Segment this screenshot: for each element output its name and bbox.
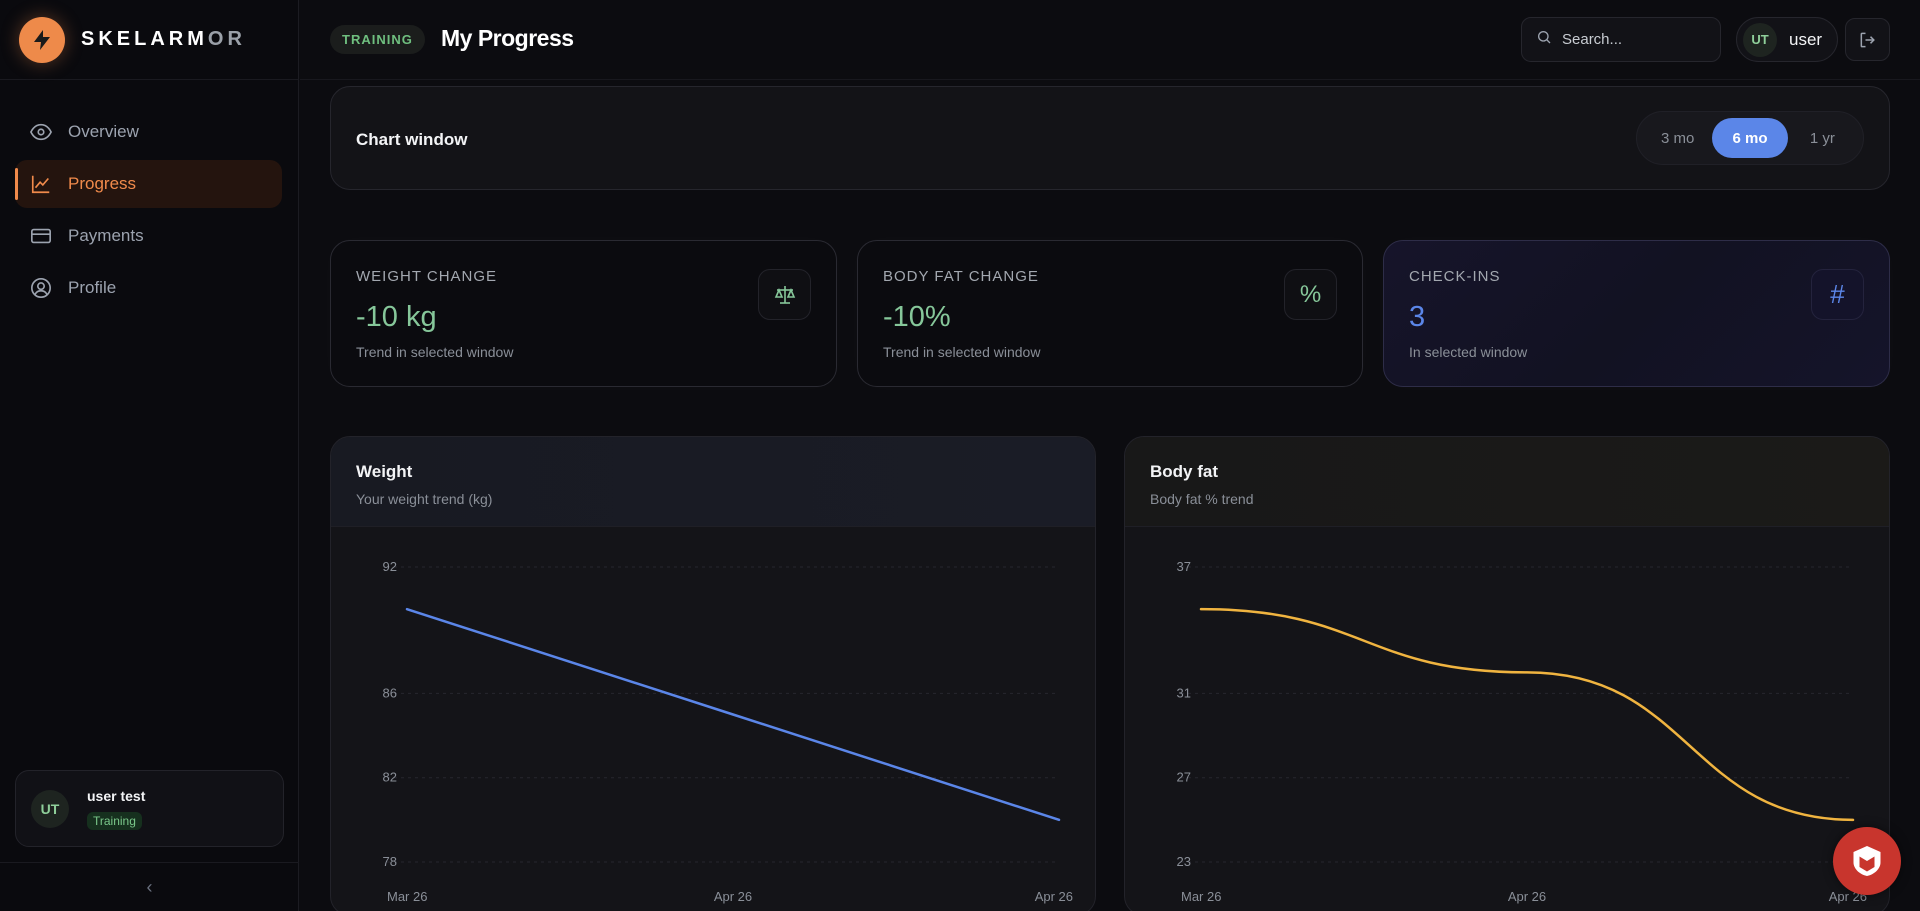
logout-button[interactable] <box>1845 18 1890 61</box>
x-tick-label: Mar 26 <box>387 889 427 904</box>
status-badge: TRAINING <box>330 25 425 54</box>
y-tick-label: 27 <box>1177 770 1191 785</box>
brand-name: SKELARMOR <box>81 28 246 50</box>
search-box[interactable] <box>1521 17 1721 62</box>
sidebar-item-label: Overview <box>68 122 139 141</box>
chart-subtitle: Your weight trend (kg) <box>356 491 493 507</box>
stat-label: BODY FAT CHANGE <box>883 268 1039 285</box>
chevron-left-icon: ‹ <box>146 876 153 897</box>
x-tick-label: Mar 26 <box>1181 889 1221 904</box>
search-icon <box>1536 29 1552 50</box>
collapse-sidebar-button[interactable]: ‹ <box>0 862 299 911</box>
sidebar-item-label: Profile <box>68 278 117 297</box>
search-input[interactable] <box>1562 31 1702 48</box>
user-menu[interactable]: UT user <box>1736 17 1838 62</box>
y-tick-label: 82 <box>383 770 397 785</box>
y-tick-label: 86 <box>383 685 397 700</box>
sidebar-item-progress[interactable]: Progress <box>15 160 282 208</box>
page-title: My Progress <box>441 25 574 51</box>
range-6mo-button[interactable]: 6 mo <box>1712 118 1788 158</box>
sidebar-item-profile[interactable]: Profile <box>15 264 282 312</box>
body-fat-change-card: BODY FAT CHANGE -10% Trend in selected w… <box>857 240 1363 387</box>
user-circle-icon <box>30 277 52 299</box>
stat-caption: Trend in selected window <box>356 344 514 360</box>
trend-chart-icon <box>30 173 52 195</box>
hash-icon: # <box>1811 269 1864 320</box>
stat-caption: In selected window <box>1409 344 1528 360</box>
credit-card-icon <box>30 225 52 247</box>
x-tick-label: Apr 26 <box>1035 889 1073 904</box>
chart-title: Body fat <box>1150 462 1218 481</box>
stat-label: CHECK-INS <box>1409 268 1501 285</box>
sidebar: SKELARMOR Overview Progress Payments Pro… <box>0 0 299 911</box>
body-fat-chart-card: Body fat Body fat % trend 37 31 27 23 Mar 26… <box>1124 436 1890 911</box>
check-ins-card: CHECK-INS 3 In selected window # <box>1383 240 1890 387</box>
eye-icon <box>30 121 52 143</box>
stat-value: 3 <box>1409 301 1426 333</box>
stat-value: -10% <box>883 301 951 333</box>
chart-subtitle: Body fat % trend <box>1150 491 1254 507</box>
sidebar-nav: Overview Progress Payments Profile <box>0 80 298 312</box>
percent-icon: % <box>1284 269 1337 320</box>
mcafee-shield-icon[interactable] <box>1833 827 1901 895</box>
chart-window-card: Chart window 3 mo 6 mo 1 yr <box>330 86 1890 190</box>
avatar: UT <box>1743 22 1777 57</box>
y-tick-label: 37 <box>1177 559 1191 574</box>
chart-window-toggle: 3 mo 6 mo 1 yr <box>1636 111 1864 165</box>
y-tick-label: 92 <box>383 559 397 574</box>
x-tick-label: Apr 26 <box>1508 889 1546 904</box>
stat-label: WEIGHT CHANGE <box>356 268 498 285</box>
y-tick-label: 23 <box>1177 854 1191 869</box>
weight-chart: 92 86 82 78 Mar 26 Apr 26 Apr 26 <box>383 559 1073 904</box>
series-line <box>1199 607 1855 822</box>
bolt-icon[interactable] <box>19 16 65 63</box>
weight-chart-card: Weight Your weight trend (kg) 92 86 82 78 Ma… <box>330 436 1096 911</box>
y-tick-label: 78 <box>383 854 397 869</box>
range-3mo-button[interactable]: 3 mo <box>1661 129 1695 147</box>
sidebar-item-payments[interactable]: Payments <box>15 212 282 260</box>
sidebar-user-card[interactable]: UT user test Training <box>15 770 284 847</box>
stat-value: -10 kg <box>356 301 437 333</box>
user-name: user <box>1789 29 1823 49</box>
range-1yr-button[interactable]: 1 yr <box>1809 129 1835 147</box>
logout-icon <box>1860 32 1875 47</box>
topbar: TRAINING My Progress UT user <box>300 0 1920 80</box>
y-tick-label: 31 <box>1177 685 1191 700</box>
chart-title: Weight <box>356 462 413 481</box>
stat-caption: Trend in selected window <box>883 344 1041 360</box>
sidebar-item-label: Progress <box>68 174 137 193</box>
x-tick-label: Apr 26 <box>714 889 752 904</box>
weight-change-card: WEIGHT CHANGE -10 kg Trend in selected w… <box>330 240 837 387</box>
sidebar-item-overview[interactable]: Overview <box>15 108 282 156</box>
brand: SKELARMOR <box>0 0 298 80</box>
sidebar-item-label: Payments <box>68 226 144 245</box>
chart-window-label: Chart window <box>356 130 468 149</box>
user-name: user test <box>87 787 146 804</box>
scale-icon <box>758 269 811 320</box>
role-badge: Training <box>87 811 142 830</box>
avatar: UT <box>31 789 69 828</box>
series-line <box>405 607 1061 822</box>
